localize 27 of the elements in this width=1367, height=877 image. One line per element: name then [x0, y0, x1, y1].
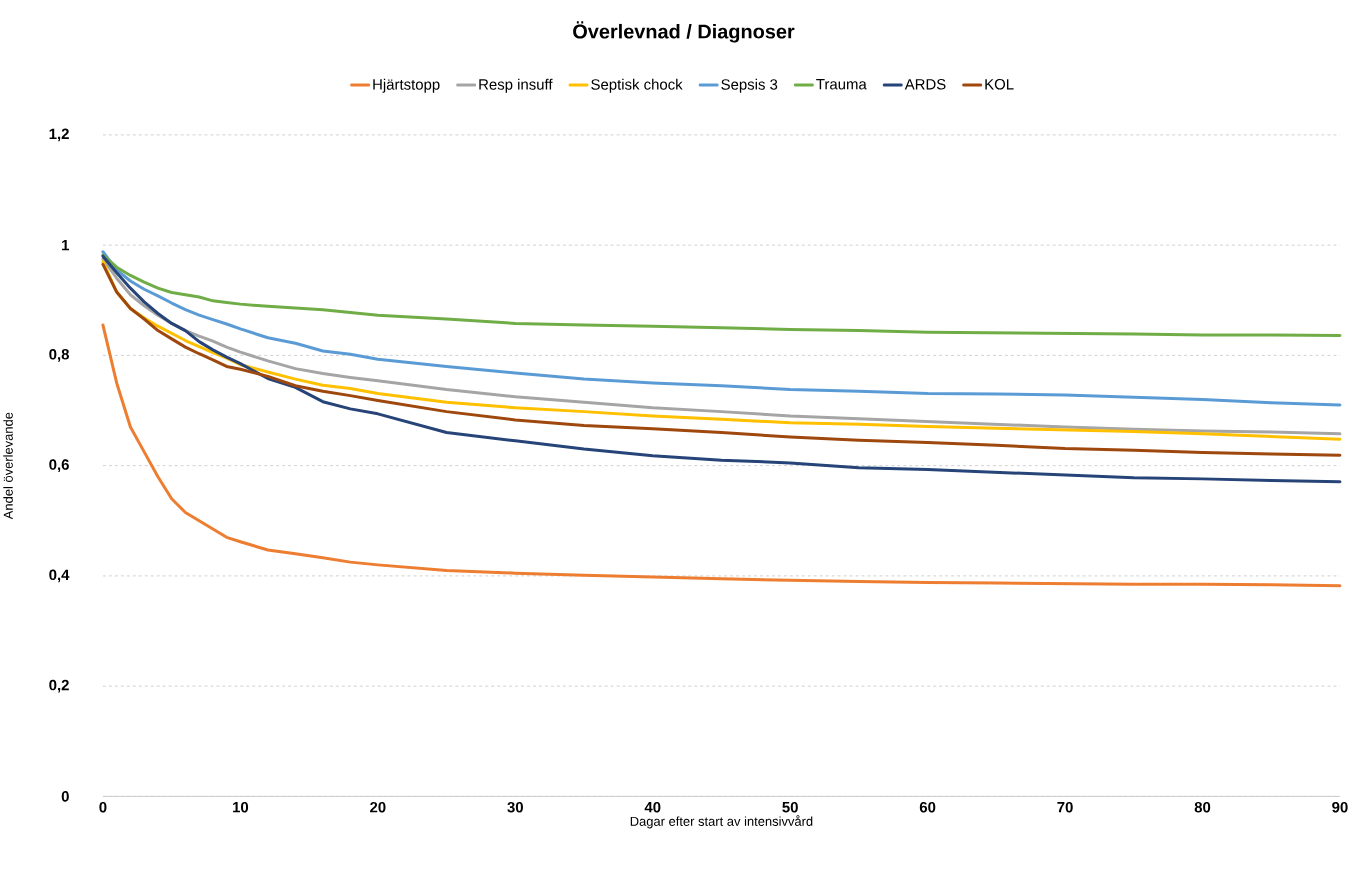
- x-tick-label: 90: [1332, 801, 1348, 813]
- legend-label: Resp insuff: [479, 78, 553, 93]
- y-tick-label: 0,4: [49, 569, 70, 583]
- x-tick-label: 60: [919, 801, 936, 813]
- x-axis-title: Dagar efter start av intensivvård: [630, 815, 813, 829]
- legend-label: KOL: [985, 78, 1014, 90]
- x-tick-label: 0: [99, 801, 107, 813]
- x-tick-label: 80: [1194, 801, 1211, 813]
- legend-label: Sepsis 3: [721, 78, 778, 93]
- legend-label: Septisk chock: [591, 78, 683, 93]
- legend-label: ARDS: [904, 78, 946, 90]
- y-tick-label: 0,2: [49, 679, 69, 693]
- x-tick-label: 50: [782, 801, 798, 813]
- y-tick-label: 0,8: [49, 348, 69, 362]
- legend-label: Trauma: [816, 78, 867, 90]
- y-tick-label: 1,2: [49, 128, 69, 142]
- x-tick-label: 70: [1057, 801, 1073, 813]
- y-axis-title: Andel överlevande: [3, 412, 13, 520]
- x-tick-label: 30: [507, 801, 523, 813]
- x-tick-label: 40: [644, 801, 661, 813]
- y-tick-label: 0: [61, 790, 69, 802]
- legend-label: Hjärtstopp: [373, 78, 440, 93]
- x-tick-label: 10: [233, 801, 249, 813]
- y-tick-label: 0,6: [49, 459, 69, 472]
- y-tick-label: 1: [62, 239, 70, 251]
- x-tick-label: 20: [370, 801, 386, 813]
- chart-title: Överlevnad / Diagnoser: [573, 21, 795, 43]
